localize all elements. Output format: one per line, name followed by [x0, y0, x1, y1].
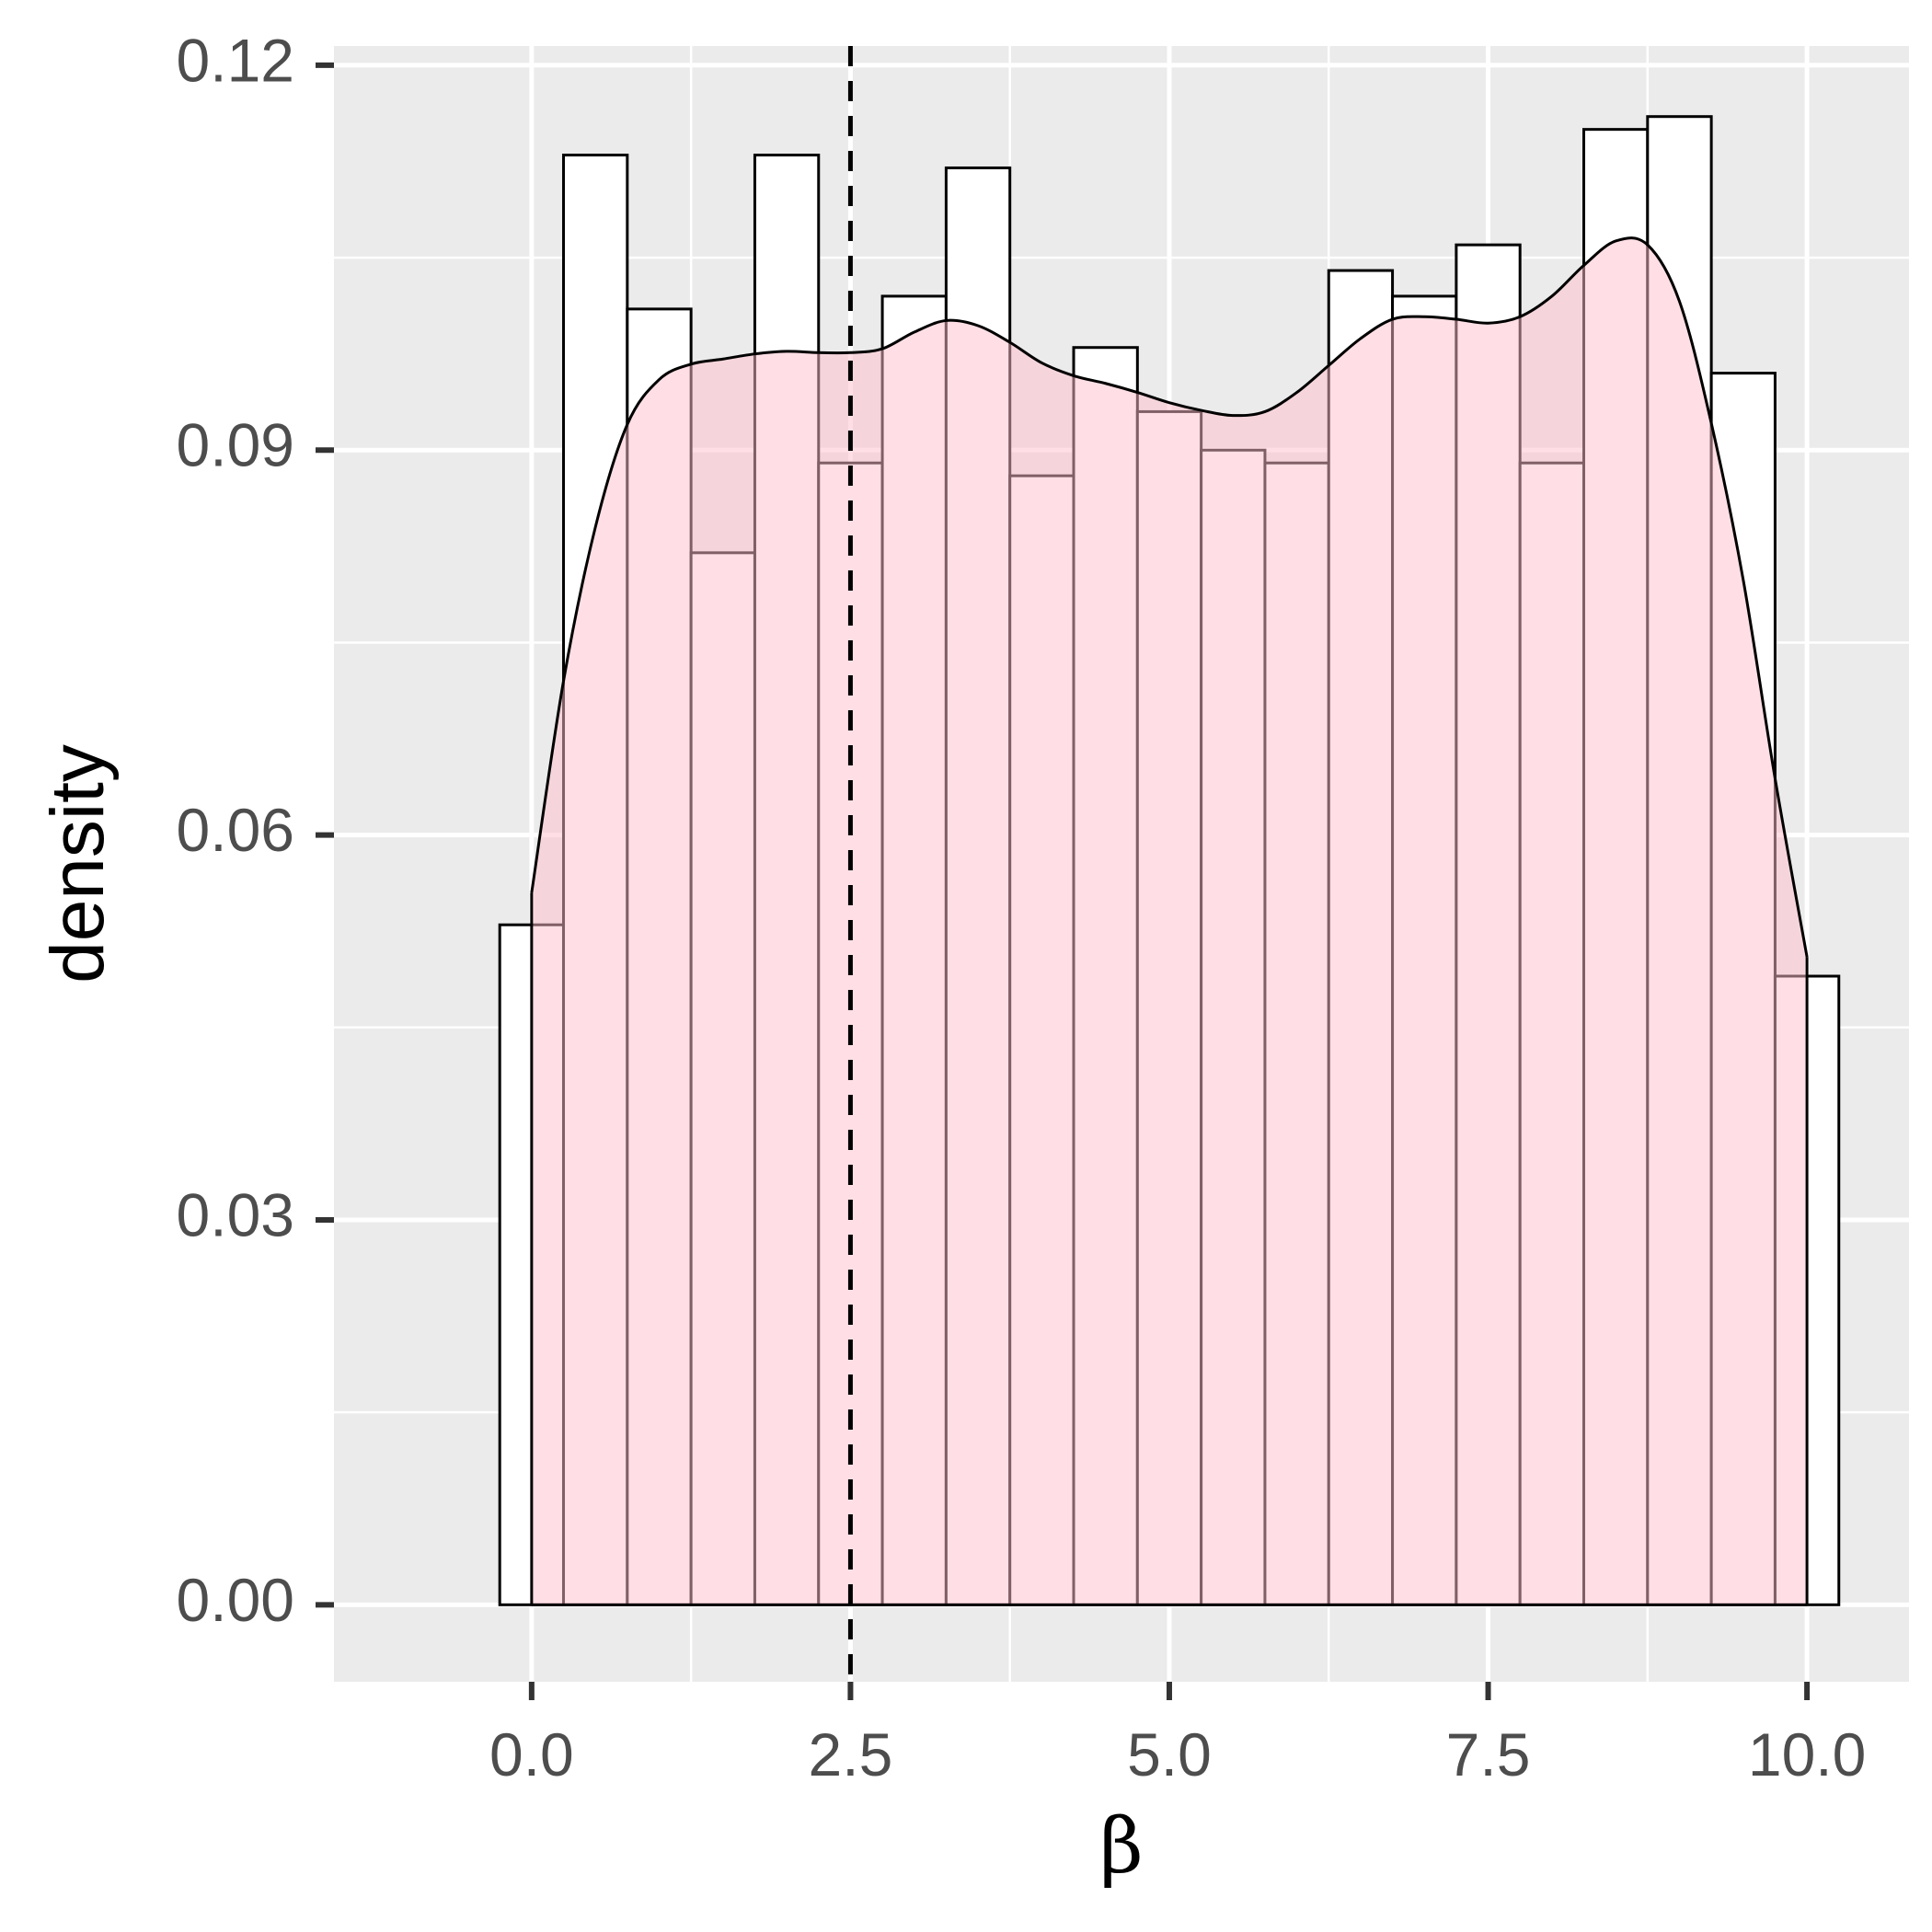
y-axis-title: density: [36, 744, 120, 983]
y-tick-label: 0.06: [177, 796, 294, 864]
y-tick-label: 0.09: [177, 411, 294, 479]
x-tick-label: 10.0: [1748, 1720, 1866, 1788]
y-tick-labels: 0.00 0.03 0.06 0.09 0.12: [177, 26, 294, 1633]
x-tick-label: 2.5: [809, 1720, 893, 1788]
x-tick-label: 5.0: [1127, 1720, 1212, 1788]
x-tick-label: 7.5: [1446, 1720, 1531, 1788]
y-tick-label: 0.00: [177, 1566, 294, 1634]
x-tick-labels: 0.0 2.5 5.0 7.5 10.0: [489, 1720, 1866, 1788]
density-curve: [530, 236, 1809, 958]
axis-ticks: [316, 62, 1811, 1700]
x-tick-label: 0.0: [489, 1720, 574, 1788]
x-axis-title: β: [1099, 1803, 1143, 1891]
density-area: [531, 237, 1808, 1605]
y-tick-label: 0.03: [177, 1180, 294, 1248]
density-layer: [530, 236, 1809, 1606]
y-tick-label: 0.12: [177, 26, 294, 94]
